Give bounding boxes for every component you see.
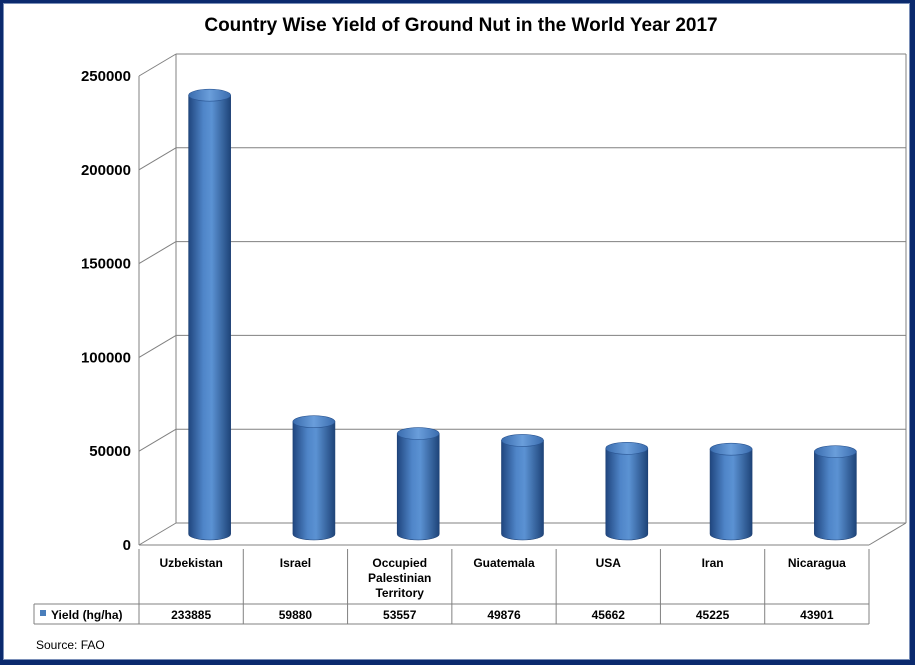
chart-canvas: Country Wise Yield of Ground Nut in the …: [33, 15, 907, 652]
category-label-2-2: Territory: [375, 586, 424, 600]
gridline-diag-3: [138, 241, 177, 265]
bar-1[interactable]: [292, 421, 336, 541]
y-tick-label-4: 200000: [81, 162, 131, 179]
value-label-5: 45225: [696, 608, 730, 622]
category-label-4: USA: [596, 556, 622, 570]
chart-frame: Country Wise Yield of Ground Nut in the …: [3, 3, 910, 660]
bar-6[interactable]: [814, 451, 857, 541]
gridline-diag-2: [138, 334, 177, 358]
value-label-1: 59880: [279, 608, 313, 622]
bar-top-4: [605, 442, 649, 455]
y-tick-label-2: 100000: [81, 349, 131, 366]
y-tick-label-0: 0: [123, 537, 131, 554]
y-tick-label-5: 250000: [81, 68, 131, 85]
bar-0[interactable]: [188, 94, 231, 541]
gridline-diag-0: [138, 522, 177, 546]
floor-right-edge: [868, 522, 907, 546]
value-label-4: 45662: [592, 608, 626, 622]
bar-4[interactable]: [605, 448, 649, 541]
bar-top-6: [814, 445, 857, 458]
category-label-6: Nicaragua: [788, 556, 846, 570]
bar-3[interactable]: [501, 440, 544, 541]
bar-top-5: [709, 442, 753, 456]
y-tick-label-3: 150000: [81, 256, 131, 273]
category-label-5: Iran: [702, 556, 724, 570]
bar-top-1: [292, 415, 336, 428]
plot-area: 0 50000 100000 150000 200000 250000 Uzbekistan…: [33, 53, 907, 625]
chart-title: Country Wise Yield of Ground Nut in the …: [204, 15, 717, 36]
bar-top-0: [188, 88, 231, 102]
bar-top-3: [501, 434, 544, 447]
bar-5[interactable]: [709, 448, 753, 541]
value-label-0: 233885: [171, 608, 211, 622]
gridline-diag-1: [138, 428, 177, 452]
value-label-2: 53557: [383, 608, 417, 622]
bar-2[interactable]: [396, 433, 440, 541]
category-label-3: Guatemala: [473, 556, 535, 570]
category-label-2-0: Occupied: [372, 556, 427, 570]
bar-top-2: [396, 427, 440, 440]
value-label-3: 49876: [487, 608, 521, 622]
legend-label: Yield (hg/ha): [51, 608, 123, 622]
source-note: Source: FAO: [36, 638, 105, 652]
category-label-1: Israel: [280, 556, 311, 570]
category-label-0: Uzbekistan: [159, 556, 222, 570]
gridline-diag-5: [138, 53, 177, 77]
y-tick-label-1: 50000: [89, 443, 131, 460]
gridline-diag-4: [138, 147, 177, 171]
value-label-6: 43901: [800, 608, 834, 622]
legend-swatch: [40, 610, 46, 616]
category-label-2-1: Palestinian: [368, 571, 431, 585]
